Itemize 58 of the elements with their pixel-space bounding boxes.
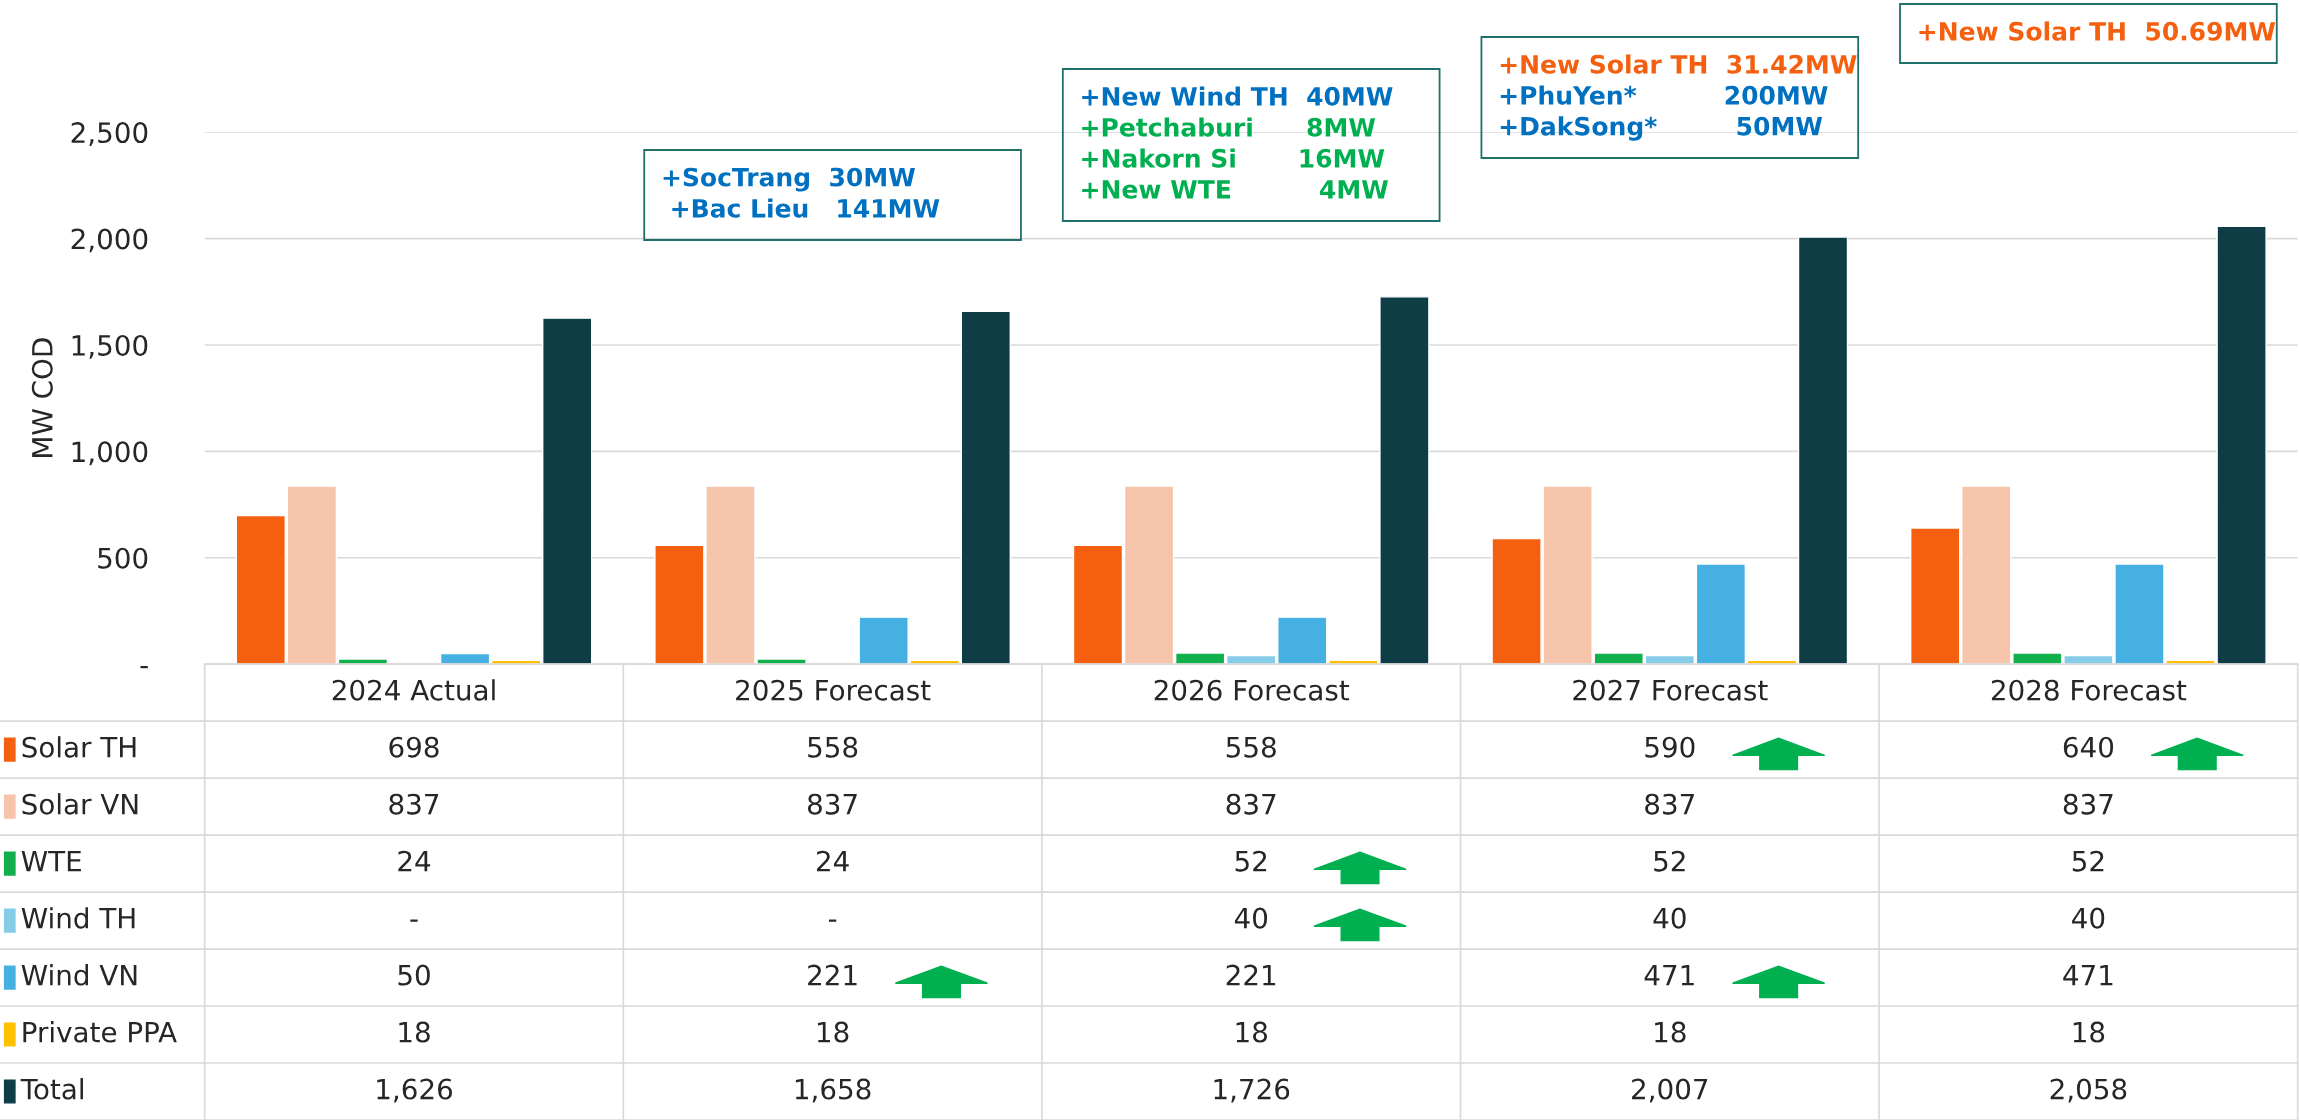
data-label: 698	[389, 736, 439, 758]
data-label: 2,007	[1632, 1078, 1708, 1103]
data-label: 40	[1653, 907, 1686, 929]
data-label: 558	[1226, 736, 1276, 758]
legend-label: Solar VN	[22, 793, 138, 815]
y-tick-label: -	[140, 665, 148, 669]
data-label: 52	[1654, 850, 1685, 872]
x-tick-label: 2027 Forecast	[1573, 679, 1768, 701]
data-label: 24	[816, 850, 849, 872]
legend-label: Wind VN	[21, 964, 137, 986]
data-label: 40	[2072, 907, 2105, 929]
data-label: 1,626	[377, 1078, 453, 1103]
legend-label: Private PPA	[23, 1021, 177, 1043]
y-tick-label: 1,500	[72, 334, 148, 359]
data-label: 24	[398, 850, 431, 872]
data-label: 1,658	[795, 1078, 871, 1103]
text: -	[410, 919, 418, 922]
data-label: 2,058	[2050, 1078, 2127, 1103]
text: +New Solar TH 50.69MW	[1919, 21, 2276, 41]
legend-label: WTE	[21, 851, 81, 872]
data-label: 18	[1236, 1021, 1267, 1043]
data-label: 590	[1645, 736, 1695, 758]
data-label: 558	[808, 736, 858, 758]
data-label: 640	[2063, 736, 2114, 758]
data-label: 52	[1235, 850, 1267, 872]
data-label: 837	[2063, 793, 2113, 815]
data-label: 50	[398, 964, 430, 986]
annotation: +New Solar TH 31.42MW +PhuYen* 200MW +DakSong* 50MW	[1500, 54, 1857, 141]
data-label: 221	[1226, 964, 1276, 986]
data-label: 837	[1645, 793, 1694, 815]
y-tick-label: 500	[98, 547, 148, 569]
data-label: 18	[399, 1021, 430, 1043]
data-label: 18	[2073, 1021, 2105, 1043]
data-label: 837	[1226, 793, 1276, 815]
annotation: +New Wind TH 40MW +Petchaburi 8MW +Nakorn Si 16MW +New WTE 4MW	[1082, 86, 1393, 199]
legend-label: Wind TH	[21, 907, 135, 929]
data-label: 40	[1234, 907, 1268, 929]
text: -	[828, 919, 837, 922]
legend-label: Total	[20, 1078, 83, 1100]
y-tick-label: 2,000	[71, 228, 148, 253]
data-label: 471	[1644, 964, 1694, 986]
data-label: 837	[389, 793, 439, 815]
x-tick-label: 2028 Forecast	[1991, 679, 2187, 701]
x-tick-label: 2026 Forecast	[1154, 679, 1350, 701]
annotation: +SocTrang 30MW +Bac Lieu 141MW	[663, 167, 940, 218]
x-tick-label: 2024 Actual	[332, 679, 495, 701]
data-label: 221	[808, 964, 857, 986]
data-label: 18	[1655, 1021, 1686, 1043]
data-label: 1,726	[1214, 1078, 1290, 1103]
y-tick-label: 1,000	[72, 441, 148, 466]
y-tick-label: 2,500	[71, 122, 148, 146]
legend-label: Solar TH	[22, 736, 136, 758]
data-label: 471	[2063, 964, 2113, 986]
data-label: 52	[2072, 850, 2104, 872]
data-label: 18	[817, 1021, 849, 1043]
x-tick-label: 2025 Forecast	[736, 679, 931, 701]
data-label: 837	[807, 793, 857, 815]
y-axis-title: MW COD	[31, 338, 53, 457]
